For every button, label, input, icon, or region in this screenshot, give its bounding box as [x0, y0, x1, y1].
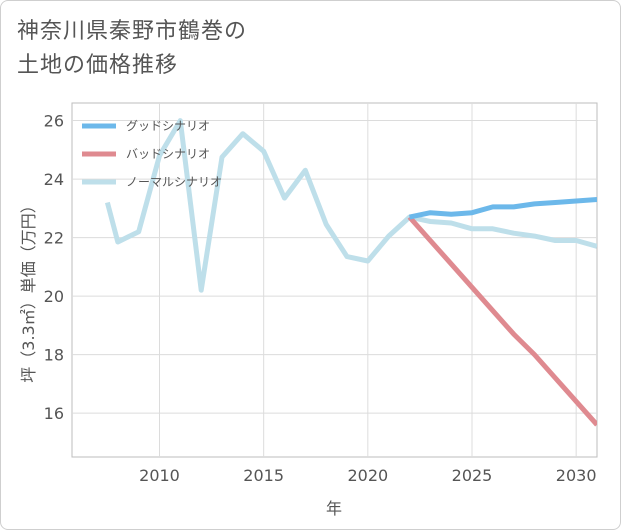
legend-label-1: バッドシナリオ: [126, 147, 210, 161]
x-axis-ticks: 2010 2015 2020 2025 2030: [139, 466, 596, 485]
y-tick-label: 22: [44, 229, 64, 248]
y-axis-label: 坪（3.3㎡）単価（万円）: [19, 197, 38, 382]
x-tick-label: 2010: [139, 466, 180, 485]
x-tick-label: 2015: [243, 466, 284, 485]
plot-area: [71, 102, 598, 458]
x-tick-label: 2025: [452, 466, 493, 485]
y-tick-label: 18: [44, 346, 64, 365]
x-axis-label: 年: [326, 499, 342, 518]
series-line-0: [408, 197, 597, 220]
series-lines: [104, 118, 597, 427]
y-axis-ticks: 16 18 20 22 24 26: [44, 112, 64, 424]
y-tick-label: 26: [44, 112, 64, 131]
legend-label-2: ノーマルシナリオ: [126, 175, 222, 189]
series-line-2: [104, 118, 597, 293]
y-tick-label: 16: [44, 404, 64, 423]
chart-title: 神奈川県秦野市鶴巻の 土地の価格推移: [17, 19, 248, 78]
y-tick-label: 24: [44, 170, 64, 189]
legend-label-0: グッドシナリオ: [126, 119, 210, 133]
y-tick-label: 20: [44, 287, 64, 306]
x-tick-label: 2030: [556, 466, 597, 485]
series-line-1: [407, 215, 597, 427]
x-tick-label: 2020: [347, 466, 388, 485]
